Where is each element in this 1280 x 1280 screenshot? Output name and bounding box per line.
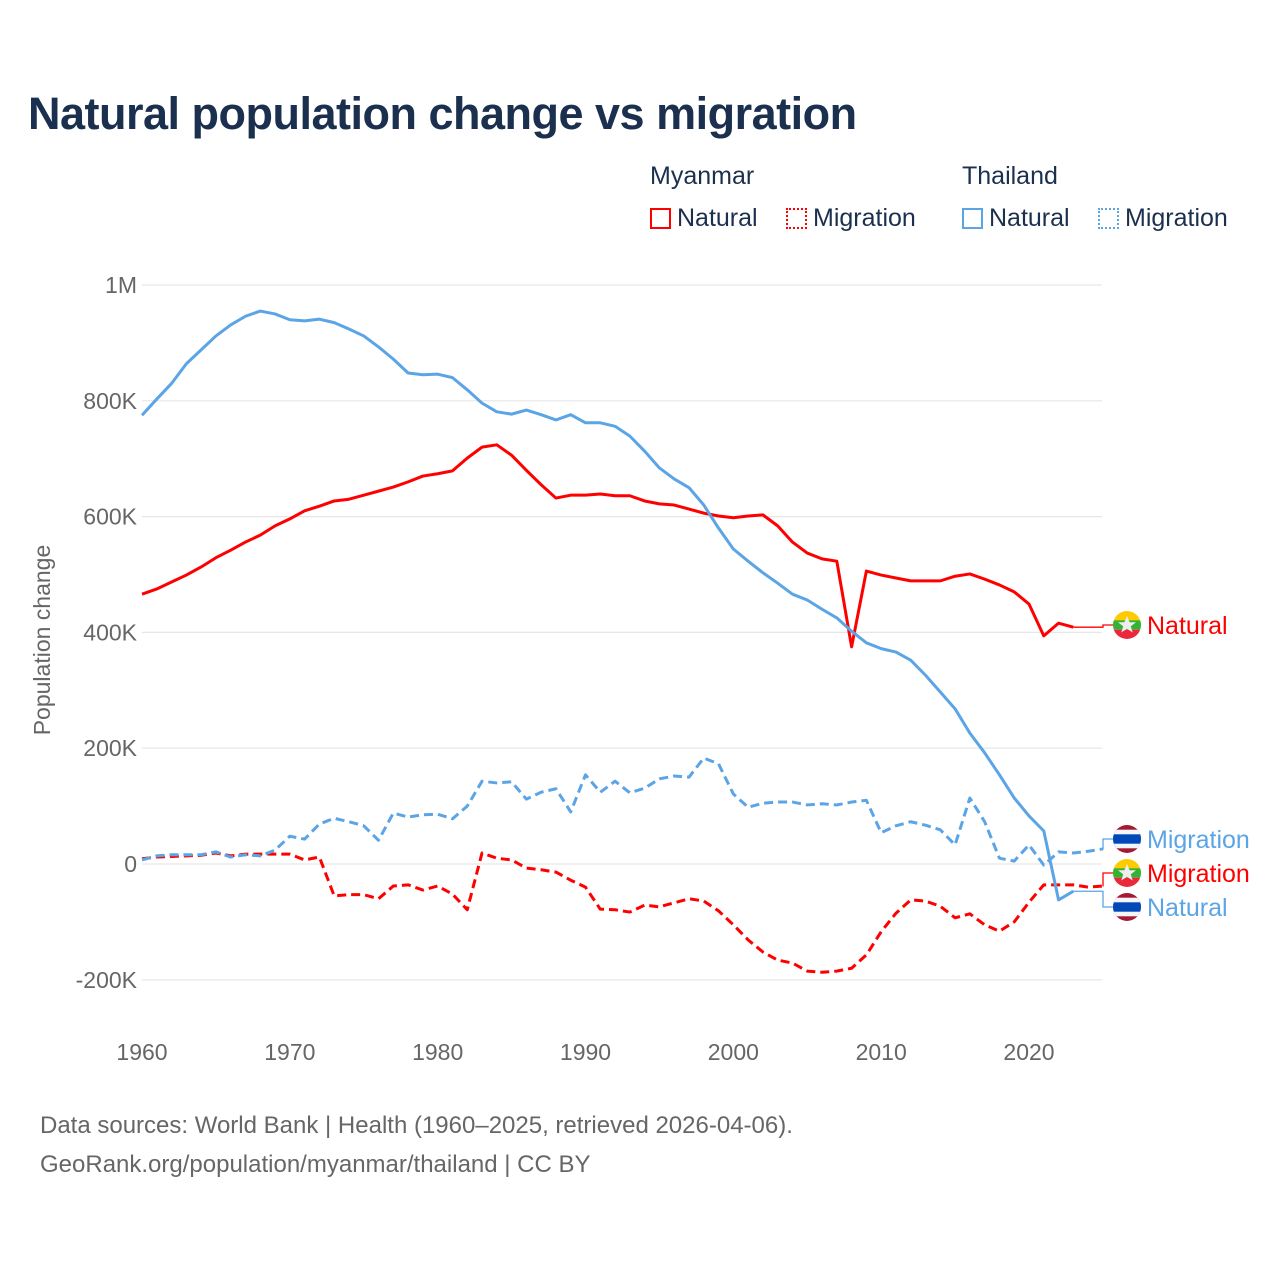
legend-group-title: Thailand xyxy=(962,162,1058,190)
star-icon xyxy=(1118,864,1136,881)
label-connector xyxy=(1073,624,1114,628)
legend-swatch-solid xyxy=(650,208,671,229)
legend-swatch-solid xyxy=(962,208,983,229)
end-label: Natural xyxy=(1147,612,1228,640)
x-axis: 1960 1970 1980 1990 2000 2010 2020 xyxy=(116,1039,1054,1065)
y-tick-label: 800K xyxy=(83,388,137,414)
flag-body xyxy=(1113,825,1141,853)
legend-item-myanmar-natural[interactable]: Natural xyxy=(650,204,758,233)
chart-title: Natural population change vs migration xyxy=(28,88,857,139)
flag-stripe xyxy=(1113,859,1141,869)
flag-stripe xyxy=(1113,629,1141,639)
legend-label: Natural xyxy=(989,204,1070,232)
legend-swatch-dotted xyxy=(1098,208,1119,229)
flag-stripe xyxy=(1113,902,1141,912)
flag-stripe xyxy=(1113,611,1141,621)
myanmar-flag-icon xyxy=(1113,611,1141,639)
star-icon xyxy=(1118,616,1136,633)
myanmar-flag-icon xyxy=(1113,859,1141,887)
myanmar-migration-line xyxy=(141,851,1104,974)
thailand-migration-line xyxy=(141,756,1104,867)
x-tick-label: 1990 xyxy=(560,1039,611,1065)
legend-item-thailand-natural[interactable]: Natural xyxy=(962,204,1070,233)
y-tick-label: 1M xyxy=(105,272,137,298)
end-label: Migration xyxy=(1147,826,1250,854)
x-tick-label: 2020 xyxy=(1003,1039,1054,1065)
y-tick-label: 400K xyxy=(83,619,137,645)
end-label: Migration xyxy=(1147,860,1250,888)
x-tick-label: 1970 xyxy=(264,1039,315,1065)
end-labels: Natural Migration Natural Migration xyxy=(1073,611,1250,922)
y-tick-label: 200K xyxy=(83,735,137,761)
myanmar-natural-line xyxy=(141,443,1074,649)
legend-item-myanmar-migration[interactable]: Migration xyxy=(786,204,916,233)
legend-label: Migration xyxy=(813,204,916,232)
data-source-text: Data sources: World Bank | Health (1960–… xyxy=(40,1112,793,1139)
x-tick-label: 1980 xyxy=(412,1039,463,1065)
x-tick-label: 2000 xyxy=(708,1039,759,1065)
x-tick-label: 2010 xyxy=(856,1039,907,1065)
flag-body xyxy=(1113,859,1141,887)
footer: Data sources: World Bank | Health (1960–… xyxy=(40,1106,793,1184)
legend-label: Natural xyxy=(677,204,758,232)
thailand-flag-icon xyxy=(1113,825,1141,853)
label-connector xyxy=(1102,872,1114,887)
legend-swatch-dotted xyxy=(786,208,807,229)
legend-item-thailand-migration[interactable]: Migration xyxy=(1098,204,1228,233)
thailand-flag-icon xyxy=(1113,893,1141,921)
y-axis-label: Population change xyxy=(29,545,55,736)
grid xyxy=(142,284,1102,981)
legend-group-myanmar: Myanmar Natural Migration xyxy=(650,162,916,232)
legend-group-title: Myanmar xyxy=(650,162,755,190)
end-label: Natural xyxy=(1147,894,1228,922)
series-lines xyxy=(140,309,1104,974)
flag-body xyxy=(1113,611,1141,639)
label-connector xyxy=(1073,890,1114,908)
flag-stripe xyxy=(1113,834,1141,844)
y-tick-label: 600K xyxy=(83,504,137,530)
x-tick-label: 1960 xyxy=(116,1039,167,1065)
attribution-link[interactable]: GeoRank.org/population/myanmar/thailand … xyxy=(40,1151,591,1178)
label-connector xyxy=(1102,838,1114,850)
thailand-natural-line xyxy=(140,309,1075,902)
legend-label: Migration xyxy=(1125,204,1228,232)
y-tick-label: 0 xyxy=(124,851,137,877)
flag-stripe xyxy=(1113,877,1141,887)
flag-body xyxy=(1113,893,1141,921)
y-axis: -200K 0 200K 400K 600K 800K 1M xyxy=(76,272,138,993)
y-tick-label: -200K xyxy=(76,967,138,993)
legend-group-thailand: Thailand Natural Migration xyxy=(962,162,1228,232)
